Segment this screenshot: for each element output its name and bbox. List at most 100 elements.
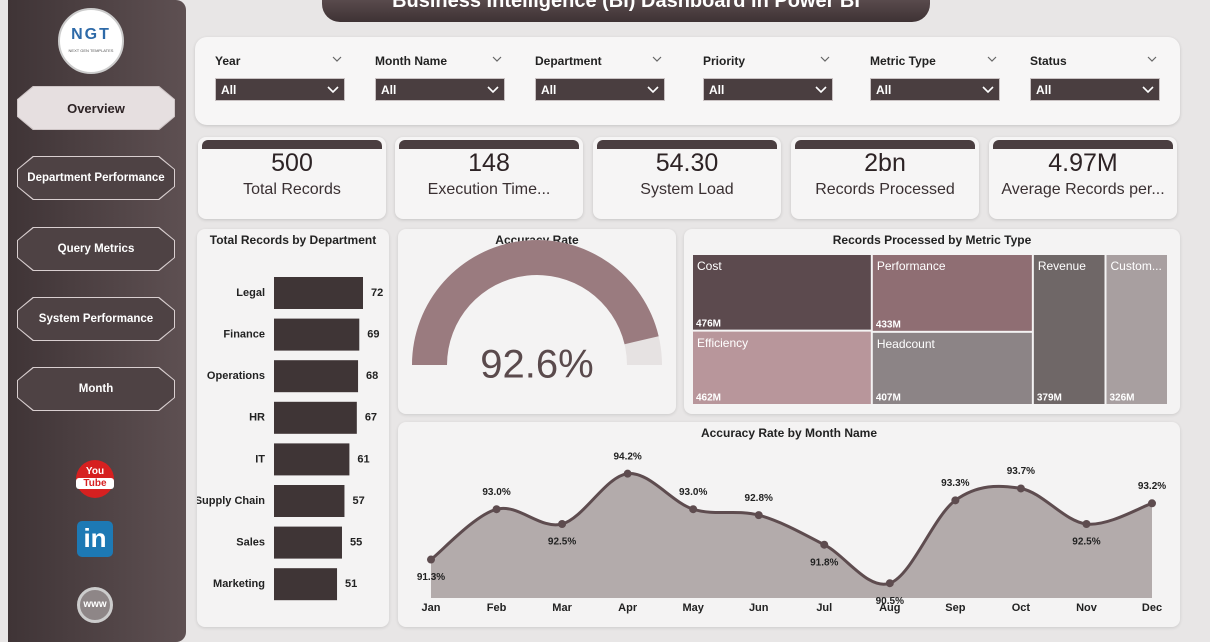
x-tick-label: Oct [1012, 602, 1031, 614]
kpi-value: 500 [271, 149, 313, 177]
value-label: 91.3% [417, 572, 445, 583]
kpi-label: Records Processed [815, 181, 955, 198]
value-label: 68 [366, 370, 378, 382]
treemap-tile [872, 332, 1032, 404]
filter-value: All [709, 83, 725, 97]
nav-button[interactable]: Month [17, 367, 175, 411]
filter-label: Priority [703, 54, 746, 68]
nav-face[interactable]: Overview [18, 87, 174, 129]
value-label: 93.7% [1007, 466, 1035, 477]
kpi-card: 4.97M Average Records per... [989, 137, 1177, 219]
filter-dropdown[interactable]: All [535, 78, 665, 101]
filter-dropdown[interactable]: All [375, 78, 505, 101]
bar [274, 485, 345, 517]
youtube-icon[interactable]: You Tube [76, 460, 114, 498]
chart: Records Processed by Metric Type Cost 476M… [693, 233, 1167, 404]
point [1016, 484, 1025, 493]
bar [274, 277, 363, 309]
category-label: Finance [223, 329, 265, 341]
bar [274, 401, 357, 434]
x-tick-label: Sep [945, 602, 965, 614]
value-label: 91.8% [810, 557, 838, 568]
kpi-bar [399, 140, 579, 149]
chart-panel: Records Processed by Metric Type Cost 476M… [684, 229, 1180, 414]
category-label: Marketing [213, 578, 265, 590]
nav-face[interactable]: Month [18, 368, 174, 410]
bar [274, 526, 342, 559]
filter-dropdown[interactable]: All [1030, 78, 1160, 101]
bar [274, 318, 360, 351]
value-label: 92.8% [745, 493, 773, 504]
chart-title: Total Records by Department [210, 233, 376, 247]
category-label: IT [255, 453, 265, 465]
filter-dropdown[interactable]: All [215, 78, 345, 101]
nav-face[interactable]: Query Metrics [18, 228, 174, 270]
treemap-tile [872, 255, 1032, 331]
filter-value: All [1036, 83, 1052, 97]
point [885, 579, 894, 588]
linkedin-icon[interactable]: in [77, 521, 113, 557]
nav-button[interactable]: System Performance [17, 297, 175, 341]
nav-button[interactable]: Department Performance [17, 156, 175, 200]
kpi-value: 148 [468, 149, 510, 177]
x-tick-label: Jan [422, 602, 441, 614]
filter-label: Department [535, 54, 602, 68]
category-label: Operations [207, 370, 265, 382]
value-label: 69 [367, 329, 379, 341]
x-tick-label: Jul [816, 602, 832, 614]
tile-value: 433M [876, 319, 901, 330]
kpi-value: 4.97M [1048, 149, 1118, 177]
label-chevron [491, 55, 503, 63]
value-label: 67 [365, 412, 377, 424]
dropdown-chevron [1141, 85, 1155, 95]
chevron-icon [1147, 56, 1157, 62]
kpi-label: Average Records per... [1001, 181, 1165, 198]
point [754, 511, 763, 520]
category-label: Supply Chain [197, 495, 265, 507]
title-banner: Business Intelligence (BI) Dashboard in … [322, 0, 930, 22]
area-fill [431, 473, 1152, 598]
treemap-tile [693, 255, 871, 330]
label-chevron [1146, 55, 1158, 63]
chevron [1147, 56, 1157, 62]
nav-button[interactable]: Overview [17, 86, 175, 130]
kpi-card: 148 Execution Time... [395, 137, 583, 219]
chart-panel: Accuracy Rate92.6% [398, 229, 676, 414]
youtube-text: Tube [76, 478, 114, 489]
tile-value: 407M [876, 393, 901, 404]
chart-title: Records Processed by Metric Type [833, 233, 1032, 247]
nav-face[interactable]: System Performance [18, 298, 174, 340]
filter-dropdown[interactable]: All [703, 78, 833, 101]
filter-label: Year [215, 54, 241, 68]
logo-text: NGT [71, 26, 111, 43]
tile-value: 326M [1110, 393, 1135, 404]
kpi-bar [597, 140, 777, 149]
point [951, 496, 960, 505]
value-label: 93.2% [1138, 481, 1166, 492]
chart: Accuracy Rate by Month Name 91.3% Jan 93.0%… [417, 426, 1166, 614]
nav-face[interactable]: Department Performance [18, 157, 174, 199]
kpi-bar [795, 140, 975, 149]
x-tick-label: May [682, 602, 704, 614]
x-tick-label: Mar [552, 602, 572, 614]
point [492, 505, 501, 514]
filter-label: Metric Type [870, 54, 936, 68]
value-label: 93.0% [679, 487, 707, 498]
point [1082, 520, 1091, 528]
nav-button[interactable]: Query Metrics [17, 227, 175, 271]
chevron-icon [327, 86, 339, 94]
x-tick-label: Dec [1142, 602, 1162, 614]
label-chevron [819, 55, 831, 63]
point [1148, 499, 1156, 508]
gauge-value: 92.6% [480, 343, 593, 387]
dropdown-chevron [486, 85, 500, 95]
kpi-value: 2bn [864, 149, 906, 177]
filter-dropdown[interactable]: All [870, 78, 1000, 101]
chevron [652, 56, 662, 62]
filter-value: All [381, 83, 397, 97]
logo: NGT NEXT GEN TEMPLATES [58, 8, 124, 74]
point [820, 540, 829, 549]
web-icon[interactable]: www [77, 587, 113, 623]
chart: Total Records by Department Legal 72 Financ… [197, 233, 383, 601]
value-label: 92.5% [1072, 537, 1100, 548]
